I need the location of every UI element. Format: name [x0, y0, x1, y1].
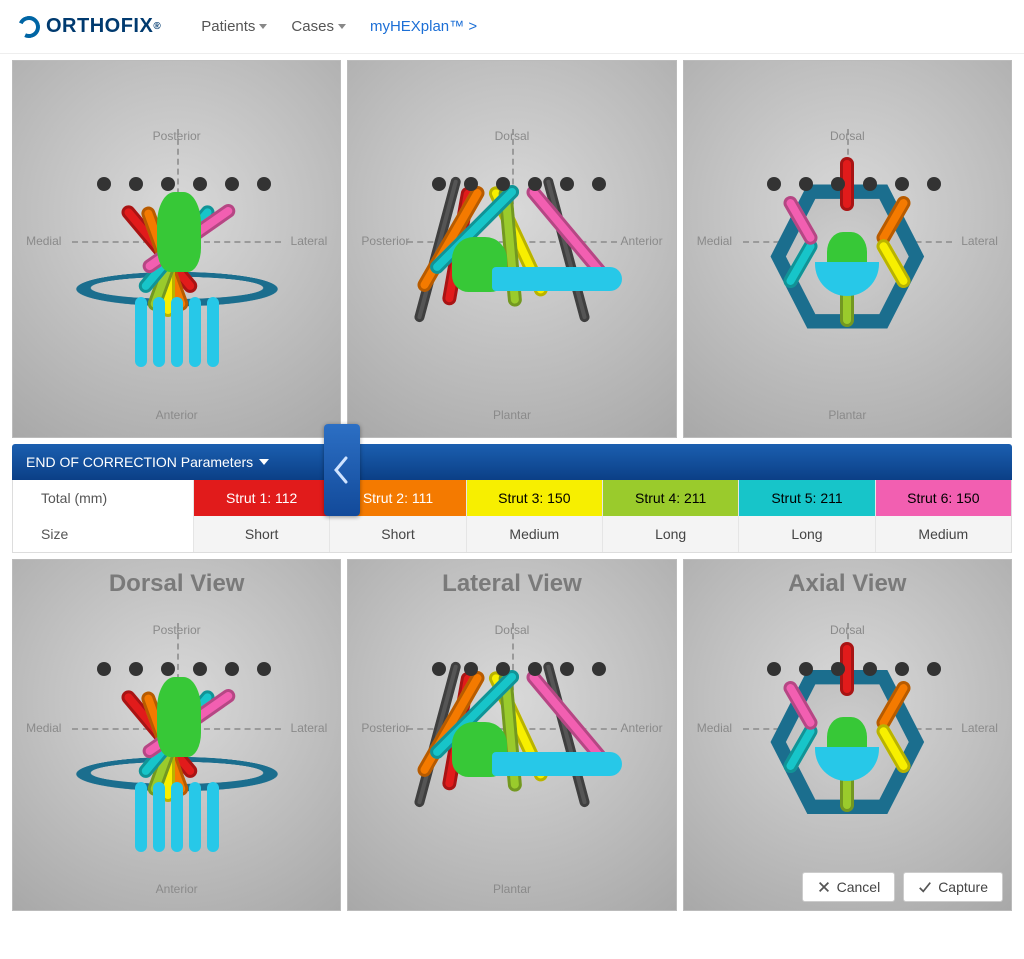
- strut-total-3: Strut 3: 150: [466, 480, 602, 516]
- nav-item-1[interactable]: Cases: [291, 18, 346, 35]
- nav-item-label: Patients: [201, 18, 255, 35]
- row-label-size: Size: [13, 516, 193, 552]
- check-icon: [918, 880, 932, 894]
- nav-item-label: myHEXplan™ >: [370, 18, 477, 35]
- axis-label-bottom: Plantar: [493, 882, 531, 896]
- view-title: Axial View: [684, 570, 1011, 598]
- axis-label-bottom: Anterior: [156, 408, 198, 422]
- view-bottom-lateral[interactable]: Lateral ViewDorsalPlantarPosteriorAnteri…: [347, 559, 676, 911]
- view-top-lateral[interactable]: DorsalPlantarPosteriorAnterior: [347, 60, 676, 438]
- views-bottom-row: Dorsal ViewPosteriorAnteriorMedialLatera…: [0, 553, 1024, 917]
- collapse-handle[interactable]: [324, 424, 360, 516]
- nav-item-0[interactable]: Patients: [201, 18, 267, 35]
- strut-total-1: Strut 1: 112: [193, 480, 329, 516]
- cancel-label: Cancel: [837, 879, 881, 895]
- view-top-axial[interactable]: DorsalPlantarMedialLateral: [683, 60, 1012, 438]
- axis-label-bottom: Anterior: [156, 882, 198, 896]
- capture-button-row: Cancel Capture: [802, 872, 1003, 902]
- nav-item-2[interactable]: myHEXplan™ >: [370, 18, 477, 35]
- parameters-header[interactable]: END OF CORRECTION Parameters: [12, 444, 1012, 480]
- brand-registered: ®: [153, 21, 161, 32]
- nav-item-label: Cases: [291, 18, 334, 35]
- axis-label-bottom: Plantar: [493, 408, 531, 422]
- brand-mark-icon: [15, 12, 43, 40]
- view-title: Lateral View: [348, 570, 675, 598]
- parameters-title: END OF CORRECTION Parameters: [26, 454, 253, 470]
- strut-size-1: Short: [193, 516, 329, 552]
- parameters-table: Total (mm)Strut 1: 112Strut 2: 111Strut …: [12, 480, 1012, 553]
- app-header: ORTHOFIX ® Patients Cases myHEXplan™ >: [0, 0, 1024, 54]
- strut-total-4: Strut 4: 211: [602, 480, 738, 516]
- close-icon: [817, 880, 831, 894]
- views-top-row: PosteriorAnteriorMedialLateralDorsalPlan…: [0, 54, 1024, 444]
- view-title: Dorsal View: [13, 570, 340, 598]
- chevron-down-icon: [259, 24, 267, 29]
- strut-size-4: Long: [602, 516, 738, 552]
- parameters-panel: END OF CORRECTION Parameters Total (mm)S…: [0, 444, 1024, 553]
- main-nav: Patients Cases myHEXplan™ >: [201, 18, 477, 35]
- capture-button[interactable]: Capture: [903, 872, 1003, 902]
- capture-label: Capture: [938, 879, 988, 895]
- view-bottom-axial[interactable]: Axial ViewDorsalPlantarMedialLateralCanc…: [683, 559, 1012, 911]
- chevron-down-icon: [338, 24, 346, 29]
- row-label-total: Total (mm): [13, 480, 193, 516]
- chevron-left-icon: [332, 454, 352, 486]
- strut-total-5: Strut 5: 211: [738, 480, 874, 516]
- chevron-down-icon: [259, 459, 269, 465]
- brand-logo: ORTHOFIX ®: [18, 15, 161, 38]
- strut-size-2: Short: [329, 516, 465, 552]
- view-top-dorsal[interactable]: PosteriorAnteriorMedialLateral: [12, 60, 341, 438]
- brand-name: ORTHOFIX: [46, 15, 153, 38]
- cancel-button[interactable]: Cancel: [802, 872, 896, 902]
- strut-size-5: Long: [738, 516, 874, 552]
- axis-label-bottom: Plantar: [828, 408, 866, 422]
- view-bottom-dorsal[interactable]: Dorsal ViewPosteriorAnteriorMedialLatera…: [12, 559, 341, 911]
- strut-size-3: Medium: [466, 516, 602, 552]
- strut-total-6: Strut 6: 150: [875, 480, 1011, 516]
- strut-size-6: Medium: [875, 516, 1011, 552]
